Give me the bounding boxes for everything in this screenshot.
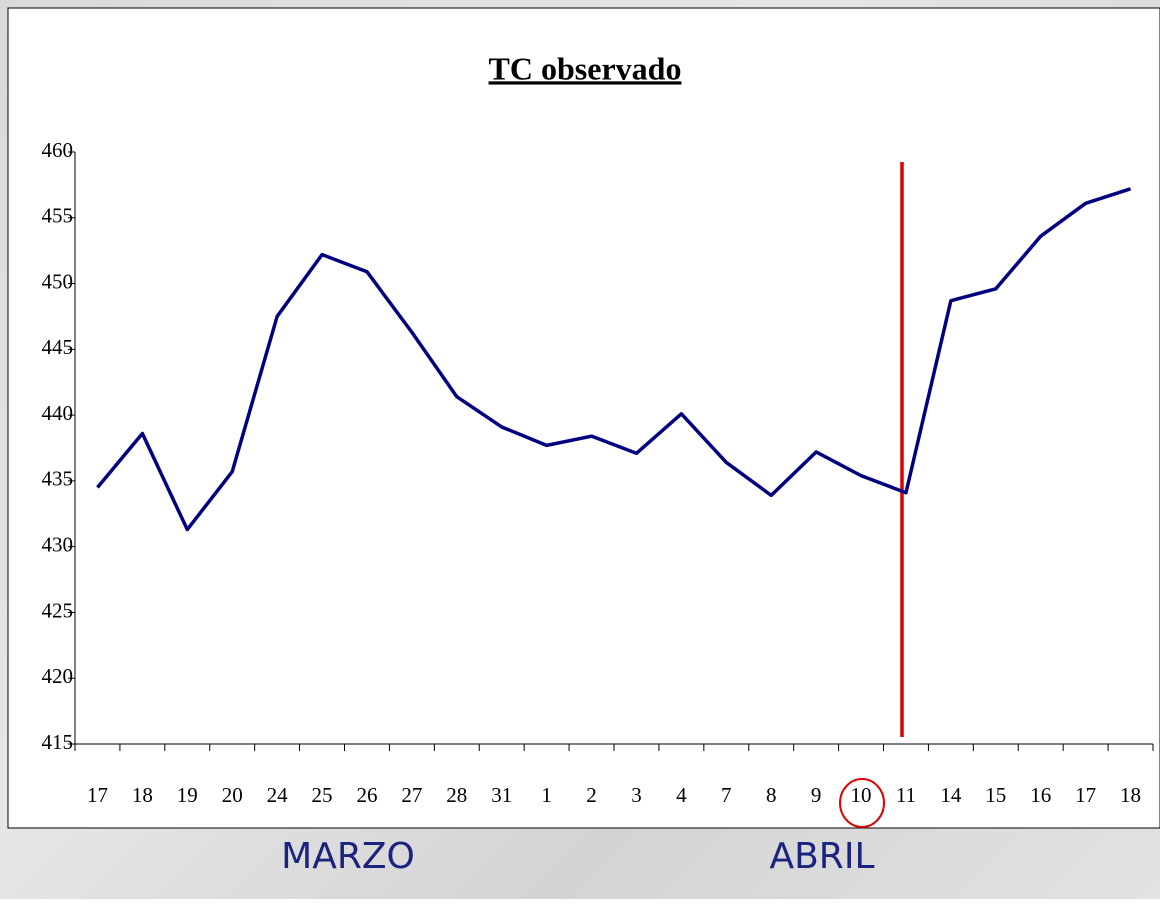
x-tick-label: 2: [586, 783, 597, 807]
y-tick-label: 425: [42, 598, 74, 622]
highlight-circle: [839, 778, 885, 828]
y-tick-label: 415: [42, 730, 74, 754]
x-tick-label: 11: [896, 783, 916, 807]
y-tick-label: 455: [42, 204, 74, 228]
y-tick-label: 440: [42, 401, 74, 425]
x-tick-label: 19: [177, 783, 198, 807]
month-label: MARZO: [281, 836, 415, 877]
x-tick-label: 1: [541, 783, 552, 807]
x-tick-label: 28: [446, 783, 467, 807]
chart-title: TC observado: [489, 50, 682, 86]
x-tick-label: 18: [132, 783, 153, 807]
x-tick-label: 17: [1075, 783, 1096, 807]
x-tick-label: 26: [356, 783, 377, 807]
x-tick-label: 24: [267, 783, 289, 807]
x-tick-label: 15: [985, 783, 1006, 807]
x-tick-label: 9: [811, 783, 822, 807]
x-tick-label: 3: [631, 783, 642, 807]
x-tick-label: 31: [491, 783, 512, 807]
y-tick-label: 450: [42, 269, 74, 293]
chart-frame: [7, 7, 1160, 829]
x-tick-label: 18: [1120, 783, 1141, 807]
x-tick-label: 14: [940, 783, 962, 807]
y-tick-label: 430: [42, 532, 74, 556]
x-tick-label: 10: [851, 783, 872, 807]
y-tick-label: 460: [42, 138, 74, 162]
y-tick-label: 420: [42, 664, 74, 688]
x-tick-label: 8: [766, 783, 777, 807]
month-label: ABRIL: [769, 836, 874, 877]
y-tick-label: 435: [42, 467, 74, 491]
x-tick-label: 20: [222, 783, 243, 807]
x-tick-label: 4: [676, 783, 687, 807]
x-tick-label: 25: [312, 783, 333, 807]
x-tick-label: 17: [87, 783, 108, 807]
x-tick-label: 16: [1030, 783, 1051, 807]
y-tick-label: 445: [42, 335, 74, 359]
series-line: [96, 187, 1132, 532]
x-tick-label: 7: [721, 783, 732, 807]
x-tick-label: 27: [401, 783, 422, 807]
